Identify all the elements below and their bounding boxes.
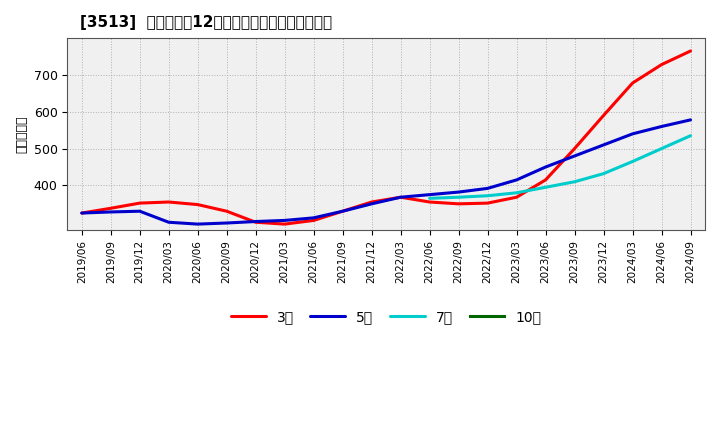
5年 [483, 186, 492, 191]
3年 [454, 201, 463, 206]
3年 [686, 48, 695, 54]
7年 [541, 185, 550, 190]
5年 [396, 194, 405, 200]
Legend: 3年, 5年, 7年, 10年: 3年, 5年, 7年, 10年 [225, 304, 547, 330]
5年 [657, 124, 666, 129]
5年 [164, 220, 173, 225]
3年 [396, 194, 405, 200]
5年 [222, 220, 231, 226]
5年 [454, 190, 463, 195]
3年 [367, 199, 376, 205]
7年 [426, 196, 434, 201]
5年 [338, 209, 347, 214]
5年 [686, 117, 695, 122]
3年 [541, 177, 550, 183]
5年 [194, 221, 202, 227]
3年 [426, 199, 434, 205]
5年 [78, 210, 86, 216]
7年 [686, 133, 695, 138]
5年 [107, 209, 115, 215]
3年 [78, 210, 86, 216]
5年 [135, 209, 144, 214]
3年 [512, 194, 521, 200]
3年 [280, 221, 289, 227]
3年 [251, 220, 260, 225]
3年 [194, 202, 202, 207]
3年 [338, 209, 347, 214]
7年 [629, 159, 637, 164]
5年 [251, 219, 260, 224]
5年 [570, 153, 579, 158]
3年 [599, 113, 608, 118]
5年 [426, 192, 434, 197]
3年 [570, 146, 579, 151]
3年 [107, 205, 115, 211]
7年 [599, 171, 608, 176]
Line: 5年: 5年 [82, 120, 690, 224]
Line: 7年: 7年 [430, 136, 690, 198]
5年 [367, 201, 376, 206]
5年 [310, 215, 318, 220]
5年 [541, 165, 550, 170]
7年 [512, 190, 521, 195]
7年 [570, 179, 579, 184]
Line: 3年: 3年 [82, 51, 690, 224]
Text: [3513]  当期純利益12か月移動合計の平均値の推移: [3513] 当期純利益12か月移動合計の平均値の推移 [80, 15, 332, 30]
3年 [629, 81, 637, 86]
5年 [512, 177, 521, 183]
5年 [629, 131, 637, 136]
5年 [599, 142, 608, 147]
3年 [222, 209, 231, 214]
7年 [454, 194, 463, 200]
3年 [483, 201, 492, 206]
7年 [483, 193, 492, 198]
3年 [310, 218, 318, 223]
3年 [135, 201, 144, 206]
5年 [280, 218, 289, 223]
3年 [164, 199, 173, 205]
Y-axis label: （百万円）: （百万円） [15, 115, 28, 153]
3年 [657, 62, 666, 67]
7年 [657, 146, 666, 151]
